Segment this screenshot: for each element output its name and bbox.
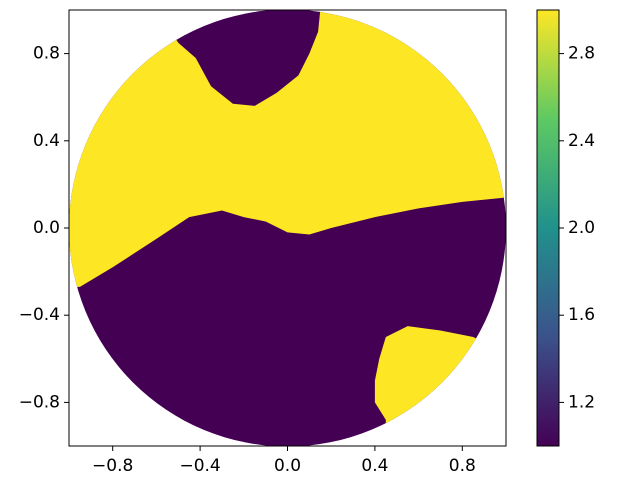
region (69, 10, 506, 287)
region (374, 326, 506, 446)
y-tick-label: 0.8 (33, 44, 60, 64)
x-tick-label: −0.8 (92, 456, 133, 476)
y-tick-label: 0.4 (33, 131, 60, 151)
x-tick-label: 0.0 (274, 456, 301, 476)
x-tick-label: 0.8 (449, 456, 476, 476)
colorbar (536, 9, 560, 447)
colorbar-tick-label: 2.4 (568, 131, 595, 151)
y-tick-label: −0.8 (19, 392, 60, 412)
colorbar-tick-label: 1.2 (568, 392, 595, 412)
x-tick-label: 0.4 (361, 456, 388, 476)
field (69, 10, 506, 446)
y-tick-label: 0.0 (33, 218, 60, 238)
colorbar-tick-label: 2.0 (568, 218, 595, 238)
y-tick-label: −0.4 (19, 305, 60, 325)
colorbar-tick-label: 1.6 (568, 305, 595, 325)
x-tick-label: −0.4 (179, 456, 220, 476)
colorbar-tick-label: 2.8 (568, 44, 595, 64)
